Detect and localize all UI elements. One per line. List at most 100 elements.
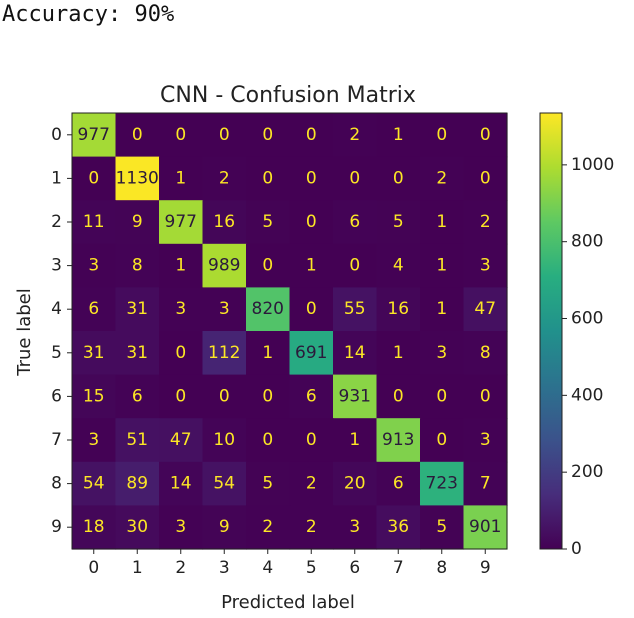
matrix-cell-value: 913 bbox=[382, 430, 414, 450]
matrix-cell-value: 2 bbox=[349, 125, 360, 145]
matrix-cell-value: 0 bbox=[262, 386, 273, 406]
matrix-cell-value: 20 bbox=[344, 474, 366, 494]
matrix-cell-value: 2 bbox=[219, 168, 230, 188]
matrix-cell bbox=[202, 374, 247, 419]
matrix-cell-value: 0 bbox=[219, 386, 230, 406]
matrix-cell-value: 15 bbox=[83, 386, 105, 406]
matrix-cell-value: 0 bbox=[393, 386, 404, 406]
colorbar bbox=[539, 112, 563, 550]
matrix-cell bbox=[202, 287, 247, 332]
matrix-cell bbox=[333, 156, 378, 201]
matrix-cell bbox=[159, 374, 204, 419]
matrix-cell-value: 0 bbox=[306, 430, 317, 450]
matrix-cell-value: 0 bbox=[436, 430, 447, 450]
matrix-cell-value: 3 bbox=[88, 430, 99, 450]
y-tick-label: 7 bbox=[51, 430, 62, 450]
matrix-cell-value: 30 bbox=[126, 517, 148, 537]
matrix-cell bbox=[115, 461, 160, 506]
matrix-cell bbox=[289, 331, 334, 376]
matrix-cell bbox=[246, 418, 291, 463]
matrix-cell bbox=[376, 156, 421, 201]
matrix-cell-value: 0 bbox=[349, 168, 360, 188]
matrix-cell bbox=[202, 418, 247, 463]
matrix-cell-value: 5 bbox=[393, 212, 404, 232]
matrix-cell bbox=[289, 505, 334, 550]
matrix-cell bbox=[376, 418, 421, 463]
matrix-cell-value: 55 bbox=[344, 299, 366, 319]
matrix-cell-value: 3 bbox=[88, 256, 99, 276]
matrix-border bbox=[71, 112, 508, 550]
matrix-cell-value: 16 bbox=[213, 212, 235, 232]
matrix-cell-value: 31 bbox=[126, 299, 148, 319]
matrix-cell-value: 0 bbox=[262, 125, 273, 145]
matrix-cell bbox=[289, 156, 334, 201]
matrix-cell bbox=[246, 331, 291, 376]
matrix-cell-value: 2 bbox=[262, 517, 273, 537]
matrix-cell bbox=[420, 156, 465, 201]
matrix-cell-value: 0 bbox=[349, 256, 360, 276]
matrix-cell bbox=[420, 287, 465, 332]
matrix-cell-value: 0 bbox=[480, 125, 491, 145]
matrix-cell bbox=[159, 113, 204, 158]
x-tick-label: 8 bbox=[436, 558, 447, 578]
matrix-cell-value: 36 bbox=[387, 517, 409, 537]
matrix-cell bbox=[159, 156, 204, 201]
matrix-cell-value: 11 bbox=[83, 212, 105, 232]
matrix-cell-value: 6 bbox=[393, 474, 404, 494]
matrix-cell-value: 9 bbox=[219, 517, 230, 537]
matrix-cell-value: 989 bbox=[208, 256, 240, 276]
matrix-cell-value: 0 bbox=[306, 168, 317, 188]
matrix-cell bbox=[72, 374, 117, 419]
matrix-cell bbox=[72, 200, 117, 245]
matrix-cell bbox=[420, 505, 465, 550]
matrix-cell-value: 0 bbox=[88, 168, 99, 188]
matrix-cell bbox=[115, 331, 160, 376]
matrix-cell-value: 1 bbox=[436, 299, 447, 319]
matrix-cell bbox=[333, 113, 378, 158]
x-tick-label: 5 bbox=[306, 558, 317, 578]
x-tick-label: 1 bbox=[132, 558, 143, 578]
matrix-cell-value: 0 bbox=[306, 299, 317, 319]
matrix-cell-value: 3 bbox=[436, 343, 447, 363]
matrix-cell-value: 0 bbox=[480, 168, 491, 188]
matrix-cell bbox=[420, 200, 465, 245]
colorbar-tick-label: 1000 bbox=[571, 155, 614, 175]
matrix-cell-value: 3 bbox=[349, 517, 360, 537]
matrix-cell bbox=[72, 113, 117, 158]
x-axis-label: Predicted label bbox=[221, 592, 355, 613]
matrix-cell-value: 47 bbox=[474, 299, 496, 319]
matrix-cell bbox=[333, 331, 378, 376]
matrix-cell-value: 8 bbox=[132, 256, 143, 276]
matrix-cell bbox=[159, 418, 204, 463]
matrix-cell bbox=[115, 113, 160, 158]
x-tick-label: 6 bbox=[349, 558, 360, 578]
matrix-cell bbox=[420, 113, 465, 158]
matrix-cell bbox=[72, 156, 117, 201]
matrix-cell bbox=[289, 243, 334, 288]
matrix-cell bbox=[376, 287, 421, 332]
matrix-cell bbox=[420, 331, 465, 376]
matrix-cell bbox=[115, 243, 160, 288]
matrix-cell bbox=[159, 287, 204, 332]
matrix-cell-value: 3 bbox=[175, 517, 186, 537]
matrix-cell bbox=[333, 243, 378, 288]
matrix-cell bbox=[115, 374, 160, 419]
matrix-cell bbox=[246, 156, 291, 201]
y-tick-label: 0 bbox=[51, 125, 62, 145]
matrix-cell bbox=[463, 287, 508, 332]
matrix-cell bbox=[246, 505, 291, 550]
matrix-cell-value: 2 bbox=[436, 168, 447, 188]
colorbar-tick-label: 400 bbox=[571, 385, 603, 405]
matrix-cell bbox=[246, 461, 291, 506]
matrix-cell bbox=[420, 461, 465, 506]
matrix-cell bbox=[420, 374, 465, 419]
matrix-cell-value: 5 bbox=[262, 212, 273, 232]
y-tick-label: 8 bbox=[51, 474, 62, 494]
matrix-cell-value: 0 bbox=[306, 125, 317, 145]
chart-title: CNN - Confusion Matrix bbox=[160, 83, 416, 108]
matrix-cell bbox=[463, 331, 508, 376]
matrix-cell-value: 0 bbox=[393, 168, 404, 188]
matrix-cell-value: 8 bbox=[480, 343, 491, 363]
matrix-cell bbox=[72, 418, 117, 463]
matrix-cell bbox=[159, 505, 204, 550]
